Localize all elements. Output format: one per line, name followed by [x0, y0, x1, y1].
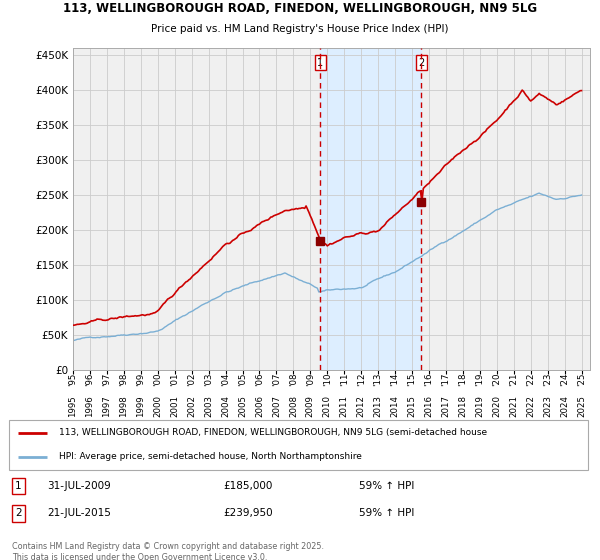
Text: '17: '17	[442, 372, 451, 386]
Text: '15: '15	[407, 372, 416, 386]
Text: '22: '22	[526, 372, 535, 386]
Text: 2001: 2001	[170, 395, 179, 417]
Text: 2023: 2023	[543, 395, 552, 417]
Text: '12: '12	[356, 372, 365, 386]
Text: '02: '02	[187, 372, 196, 386]
Text: 2017: 2017	[442, 395, 451, 417]
Text: 2013: 2013	[374, 395, 383, 417]
Text: 2005: 2005	[238, 395, 247, 417]
Text: '11: '11	[340, 372, 349, 386]
Text: '99: '99	[136, 372, 145, 386]
Text: 2019: 2019	[475, 395, 484, 417]
Text: 59% ↑ HPI: 59% ↑ HPI	[359, 481, 414, 491]
Text: Price paid vs. HM Land Registry's House Price Index (HPI): Price paid vs. HM Land Registry's House …	[151, 24, 449, 34]
Text: 1995: 1995	[68, 395, 77, 417]
Text: 59% ↑ HPI: 59% ↑ HPI	[359, 508, 414, 519]
Text: '13: '13	[374, 372, 383, 386]
Text: '20: '20	[492, 372, 501, 386]
Text: 2008: 2008	[289, 395, 298, 417]
FancyBboxPatch shape	[9, 420, 588, 470]
Text: '16: '16	[424, 372, 433, 386]
Text: 1998: 1998	[119, 395, 128, 417]
Text: '05: '05	[238, 372, 247, 386]
Text: 31-JUL-2009: 31-JUL-2009	[47, 481, 111, 491]
Text: 1997: 1997	[103, 395, 112, 417]
Text: '97: '97	[103, 372, 112, 386]
Text: 2024: 2024	[560, 395, 569, 417]
Text: '24: '24	[560, 372, 569, 386]
Text: 2025: 2025	[577, 395, 586, 417]
Text: Contains HM Land Registry data © Crown copyright and database right 2025.
This d: Contains HM Land Registry data © Crown c…	[12, 543, 324, 560]
Text: 2003: 2003	[204, 395, 213, 417]
Text: 2021: 2021	[509, 395, 518, 417]
Text: '14: '14	[391, 372, 400, 386]
Text: '03: '03	[204, 372, 213, 386]
Text: '95: '95	[68, 372, 77, 386]
Text: '06: '06	[255, 372, 264, 386]
Text: 2022: 2022	[526, 395, 535, 417]
Text: 2014: 2014	[391, 395, 400, 417]
Text: £239,950: £239,950	[224, 508, 273, 519]
Bar	[320, 48, 421, 370]
Text: 2011: 2011	[340, 395, 349, 417]
Text: £185,000: £185,000	[224, 481, 273, 491]
Text: 1: 1	[317, 58, 323, 68]
Text: 2: 2	[418, 58, 424, 68]
Text: '08: '08	[289, 372, 298, 386]
Text: '09: '09	[306, 372, 315, 386]
Text: 2010: 2010	[323, 395, 332, 417]
Text: 2020: 2020	[492, 395, 501, 417]
Text: 2002: 2002	[187, 395, 196, 417]
Text: 113, WELLINGBOROUGH ROAD, FINEDON, WELLINGBOROUGH, NN9 5LG: 113, WELLINGBOROUGH ROAD, FINEDON, WELLI…	[63, 2, 537, 15]
Text: '01: '01	[170, 372, 179, 386]
Text: 2015: 2015	[407, 395, 416, 417]
Text: 2004: 2004	[221, 395, 230, 417]
Text: '00: '00	[153, 372, 162, 386]
Text: 1: 1	[15, 481, 22, 491]
Text: 1999: 1999	[136, 395, 145, 417]
Text: 113, WELLINGBOROUGH ROAD, FINEDON, WELLINGBOROUGH, NN9 5LG (semi-detached house: 113, WELLINGBOROUGH ROAD, FINEDON, WELLI…	[59, 428, 487, 437]
Text: 2016: 2016	[424, 395, 433, 417]
Text: '04: '04	[221, 372, 230, 386]
Text: 2009: 2009	[306, 395, 315, 417]
Text: '25: '25	[577, 372, 586, 386]
Text: 2006: 2006	[255, 395, 264, 417]
Text: '23: '23	[543, 372, 552, 386]
Text: 2000: 2000	[153, 395, 162, 417]
Text: 2012: 2012	[356, 395, 365, 417]
Text: '96: '96	[85, 372, 94, 386]
Text: 2: 2	[15, 508, 22, 519]
Text: '19: '19	[475, 372, 484, 386]
Text: 2007: 2007	[272, 395, 281, 417]
Text: 21-JUL-2015: 21-JUL-2015	[47, 508, 111, 519]
Text: '18: '18	[458, 372, 467, 386]
Text: '21: '21	[509, 372, 518, 386]
Text: '10: '10	[323, 372, 332, 386]
Text: 2018: 2018	[458, 395, 467, 417]
Text: HPI: Average price, semi-detached house, North Northamptonshire: HPI: Average price, semi-detached house,…	[59, 452, 362, 461]
Text: 1996: 1996	[85, 395, 94, 417]
Text: '98: '98	[119, 372, 128, 386]
Text: '07: '07	[272, 372, 281, 386]
